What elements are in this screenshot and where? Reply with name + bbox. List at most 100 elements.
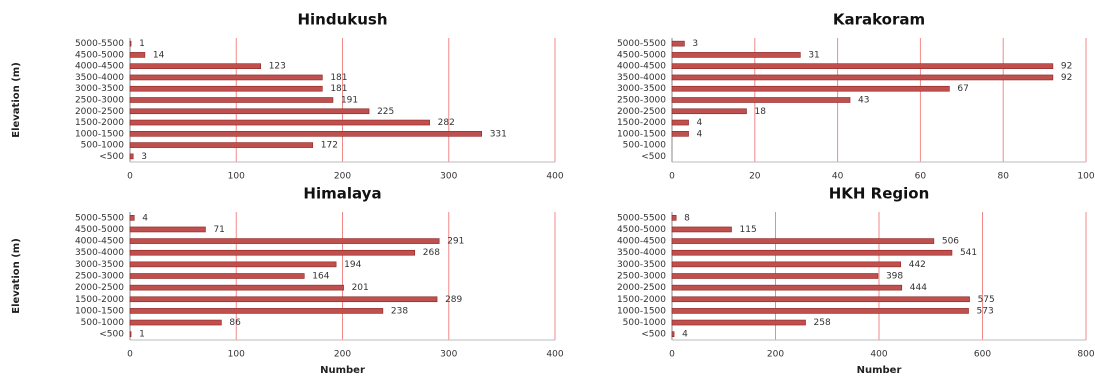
x-tick-label: 60: [915, 172, 927, 182]
bar: [671, 131, 689, 137]
y-tick-label: 3500-4000: [75, 248, 124, 258]
y-tick-label: 1500-2000: [617, 118, 666, 128]
y-tick-label: 1000-1500: [75, 129, 124, 139]
y-axis-label: Elevation (m): [11, 62, 22, 138]
bar: [671, 40, 685, 47]
y-tick-label: 1500-2000: [617, 295, 666, 305]
value-label: 8: [684, 213, 690, 223]
value-label: 14: [153, 50, 165, 60]
bar: [129, 52, 146, 58]
y-tick-label: 500-1000: [623, 318, 667, 328]
bar: [671, 273, 879, 279]
bar: [129, 284, 344, 291]
bar: [671, 97, 851, 103]
bar: [129, 331, 132, 337]
x-tick-label: 80: [997, 172, 1009, 182]
value-label: 573: [977, 306, 994, 316]
bar: [129, 273, 305, 279]
x-tick-label: 0: [669, 172, 675, 182]
bar: [671, 74, 1054, 81]
bar: [129, 249, 416, 256]
bar: [671, 308, 969, 314]
value-label: 1: [139, 39, 145, 49]
bar: [129, 296, 438, 303]
value-label: 1: [139, 330, 145, 340]
y-tick-label: 2000-2500: [617, 107, 666, 117]
x-axis-label: Number: [857, 365, 902, 376]
y-tick-label: 2000-2500: [75, 283, 124, 293]
bar: [129, 142, 314, 148]
y-tick-label: 2500-3000: [617, 272, 666, 282]
value-label: 268: [423, 248, 440, 258]
bar: [129, 74, 323, 81]
bar: [671, 261, 902, 268]
y-tick-label: 4500-5000: [75, 50, 124, 60]
bar: [671, 238, 935, 244]
x-tick-label: 400: [546, 172, 563, 182]
bar: [129, 108, 370, 115]
value-label: 442: [909, 260, 926, 270]
y-tick-label: 2500-3000: [617, 96, 666, 106]
value-label: 3: [141, 152, 147, 162]
value-label: 3: [692, 39, 698, 49]
chart-title: Hindukush: [297, 11, 387, 29]
y-tick-label: 2500-3000: [75, 272, 124, 282]
x-tick-label: 200: [334, 350, 351, 360]
y-tick-label: 500-1000: [81, 141, 125, 151]
y-tick-label: 500-1000: [623, 141, 667, 151]
x-tick-label: 100: [1077, 172, 1094, 182]
y-tick-label: 1000-1500: [617, 306, 666, 316]
value-label: 86: [229, 318, 241, 328]
y-tick-label: 500-1000: [81, 318, 125, 328]
y-tick-label: 1000-1500: [75, 306, 124, 316]
bar: [129, 215, 135, 221]
y-tick-label: 1500-2000: [75, 118, 124, 128]
x-tick-label: 400: [870, 350, 887, 360]
y-tick-label: 5000-5500: [617, 39, 666, 49]
bar: [129, 226, 206, 233]
value-label: 31: [808, 50, 819, 60]
y-tick-label: 4000-4500: [75, 237, 124, 247]
y-tick-label: <500: [641, 152, 666, 162]
y-tick-label: 3500-4000: [617, 73, 666, 83]
x-tick-label: 0: [127, 172, 133, 182]
y-tick-label: 4500-5000: [75, 225, 124, 235]
y-tick-label: <500: [99, 152, 124, 162]
value-label: 225: [377, 107, 394, 117]
chart-title: Karakoram: [833, 11, 925, 29]
bar: [671, 215, 677, 221]
x-tick-label: 400: [546, 350, 563, 360]
y-axis-label: Elevation (m): [11, 238, 22, 314]
value-label: 575: [978, 295, 995, 305]
x-tick-label: 100: [228, 172, 245, 182]
bar: [129, 119, 430, 126]
y-tick-label: 5000-5500: [617, 213, 666, 223]
x-tick-label: 600: [974, 350, 991, 360]
value-label: 115: [740, 225, 757, 235]
value-label: 92: [1061, 62, 1072, 72]
value-label: 172: [321, 141, 338, 151]
bar: [129, 97, 334, 103]
y-tick-label: 3000-3500: [75, 84, 124, 94]
value-label: 201: [352, 283, 369, 293]
y-tick-label: 3500-4000: [617, 248, 666, 258]
bar: [129, 261, 337, 268]
value-label: 4: [682, 330, 688, 340]
value-label: 164: [312, 272, 329, 282]
value-label: 541: [960, 248, 977, 258]
value-label: 4: [697, 129, 703, 139]
value-label: 4: [142, 213, 148, 223]
y-tick-label: 2000-2500: [75, 107, 124, 117]
bar: [129, 319, 222, 326]
x-tick-label: 300: [440, 172, 457, 182]
value-label: 4: [697, 118, 703, 128]
x-tick-label: 40: [832, 172, 844, 182]
value-label: 331: [490, 129, 507, 139]
bar: [129, 238, 440, 244]
y-tick-label: 5000-5500: [75, 213, 124, 223]
y-tick-label: 4000-4500: [75, 62, 124, 72]
value-label: 258: [814, 318, 831, 328]
x-tick-label: 300: [440, 350, 457, 360]
bar: [671, 85, 950, 92]
